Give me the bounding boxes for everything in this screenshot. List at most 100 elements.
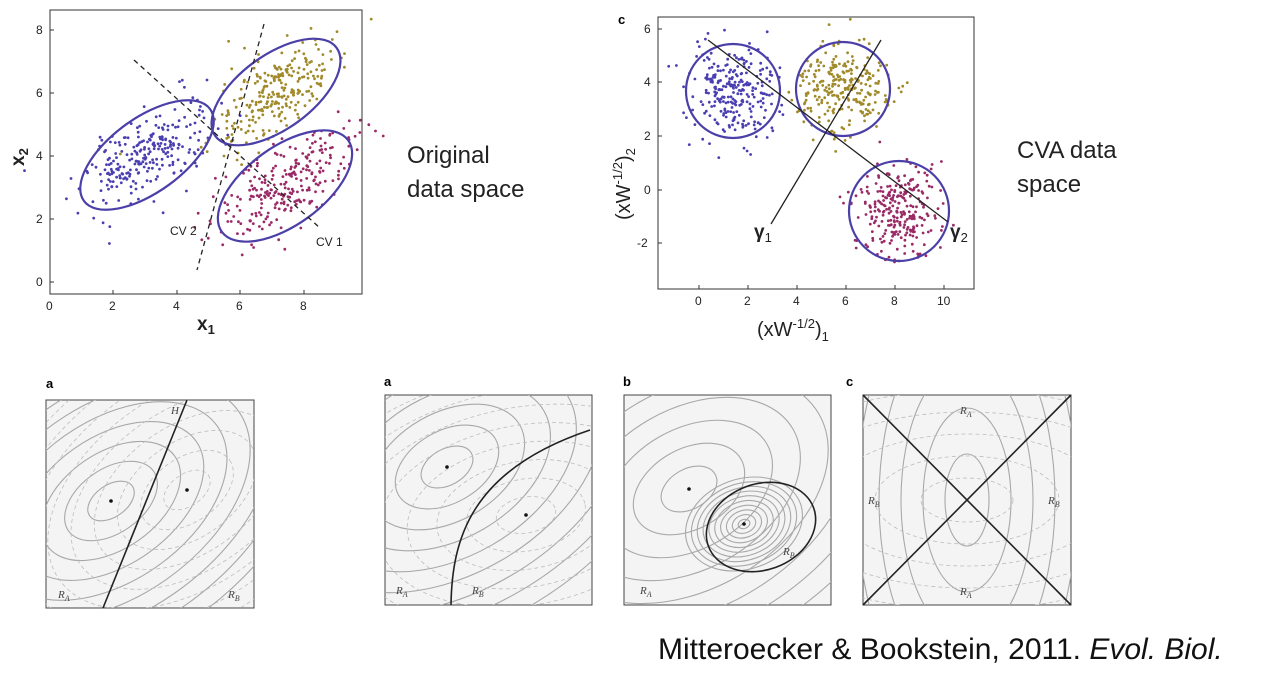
scatter-point xyxy=(283,209,286,212)
scatter-point xyxy=(923,243,926,246)
scatter-point xyxy=(99,136,102,139)
scatter-point xyxy=(885,208,888,211)
scatter-point xyxy=(155,115,158,118)
scatter-point xyxy=(735,56,738,59)
scatter-point xyxy=(719,98,722,101)
scatter-point xyxy=(256,165,259,168)
scatter-point xyxy=(899,224,902,227)
scatter-point xyxy=(688,143,691,146)
scatter-point xyxy=(315,43,318,46)
scatter-point xyxy=(171,148,174,151)
scatter-point xyxy=(750,62,753,65)
scatter-point xyxy=(667,65,670,68)
scatter-point xyxy=(145,162,148,165)
cva-space-caption: CVA data space xyxy=(1017,134,1117,202)
tick-label: 2 xyxy=(36,212,43,226)
scatter-point xyxy=(248,124,251,127)
scatter-point xyxy=(734,128,737,131)
scatter-point xyxy=(830,91,833,94)
scatter-point xyxy=(852,59,855,62)
scatter-point xyxy=(318,170,321,173)
scatter-point xyxy=(736,92,739,95)
scatter-point xyxy=(277,238,280,241)
scatter-point xyxy=(264,181,267,184)
scatter-point xyxy=(236,196,239,199)
tick-label: 2 xyxy=(109,299,116,313)
scatter-point xyxy=(838,75,841,78)
scatter-point xyxy=(291,188,294,191)
scatter-point xyxy=(23,169,26,172)
scatter-point xyxy=(803,109,806,112)
scatter-point xyxy=(746,93,749,96)
scatter-point xyxy=(685,116,688,119)
scatter-point xyxy=(311,151,314,154)
scatter-point xyxy=(274,102,277,105)
scatter-point xyxy=(711,79,714,82)
scatter-point xyxy=(855,66,858,69)
scatter-point xyxy=(254,82,257,85)
cva-x-axis-label: (xW-1/2)1 xyxy=(757,316,829,344)
scatter-point xyxy=(835,78,838,81)
scatter-point xyxy=(316,75,319,78)
scatter-point xyxy=(337,170,340,173)
scatter-point xyxy=(155,178,158,181)
scatter-point xyxy=(754,87,757,90)
scatter-point xyxy=(311,95,314,98)
scatter-point xyxy=(695,55,698,58)
scatter-point xyxy=(937,207,940,210)
scatter-point xyxy=(297,162,300,165)
scatter-point xyxy=(301,93,304,96)
scatter-point xyxy=(123,166,126,169)
scatter-point xyxy=(821,84,824,87)
scatter-point xyxy=(865,72,868,75)
scatter-point xyxy=(243,80,246,83)
scatter-point xyxy=(227,209,230,212)
scatter-point xyxy=(766,30,769,33)
scatter-point xyxy=(308,169,311,172)
scatter-point xyxy=(283,248,286,251)
scatter-point xyxy=(199,130,202,133)
scatter-point xyxy=(764,109,767,112)
scatter-point xyxy=(221,243,224,246)
scatter-point xyxy=(288,74,291,77)
scatter-point xyxy=(890,198,893,201)
scatter-point xyxy=(891,205,894,208)
scatter-point xyxy=(909,215,912,218)
scatter-point xyxy=(893,100,896,103)
scatter-point xyxy=(290,209,293,212)
panel-tag: b xyxy=(623,374,631,389)
scatter-point xyxy=(258,101,261,104)
scatter-point xyxy=(877,174,880,177)
scatter-point xyxy=(162,211,165,214)
scatter-point xyxy=(128,175,131,178)
scatter-point xyxy=(896,248,899,251)
scatter-point xyxy=(846,51,849,54)
scatter-point xyxy=(197,148,200,151)
scatter-point xyxy=(828,106,831,109)
scatter-point xyxy=(342,127,345,130)
scatter-point xyxy=(319,137,322,140)
scatter-point xyxy=(123,136,126,139)
scatter-point xyxy=(809,107,812,110)
caption-line: CVA data xyxy=(1017,134,1117,168)
scatter-point xyxy=(269,105,272,108)
scatter-point xyxy=(299,227,302,230)
scatter-point xyxy=(742,119,745,122)
scatter-point xyxy=(759,69,762,72)
scatter-point xyxy=(293,57,296,60)
scatter-point xyxy=(303,68,306,71)
scatter-point xyxy=(906,218,909,221)
scatter-point xyxy=(933,214,936,217)
scatter-point xyxy=(855,247,858,250)
cva-y-axis-label: (xW-1/2)2 xyxy=(610,148,638,220)
scatter-point xyxy=(808,82,811,85)
scatter-point xyxy=(722,69,725,72)
scatter-point xyxy=(294,104,297,107)
scatter-point xyxy=(167,129,170,132)
scatter-point xyxy=(207,237,210,240)
scatter-point xyxy=(705,91,708,94)
scatter-point xyxy=(149,161,152,164)
scatter-point xyxy=(374,130,377,133)
scatter-point xyxy=(256,75,259,78)
scatter-point xyxy=(348,119,351,122)
